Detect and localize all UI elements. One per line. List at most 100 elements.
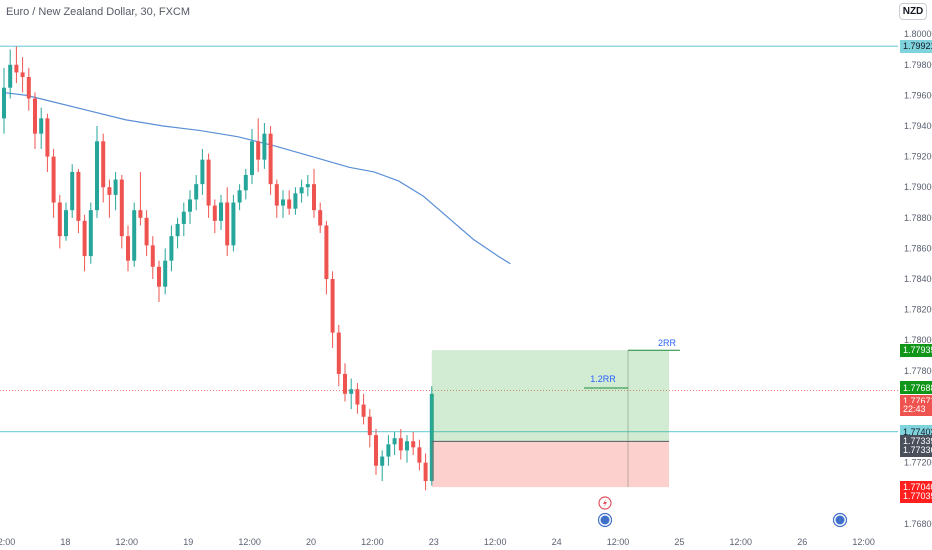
candle-body: [411, 441, 416, 448]
candle-body: [262, 133, 267, 160]
candle-body: [169, 236, 174, 261]
candle-body: [268, 133, 273, 185]
candle-body: [219, 202, 223, 221]
candle-body: [14, 64, 19, 73]
x-tick-label: 12:00: [116, 537, 139, 547]
target2-label: 2RR: [658, 338, 677, 348]
price-badge: 1.77935: [900, 343, 932, 357]
candle-body: [45, 118, 50, 157]
candle-body: [330, 279, 335, 333]
chart-title: Euro / New Zealand Dollar, 30, FXCM: [6, 6, 191, 18]
x-tick-label: 12:00: [361, 537, 384, 547]
candle-body: [380, 456, 385, 466]
x-tick-label: 12:00: [852, 537, 875, 547]
candle-body: [417, 447, 422, 463]
candle-body: [361, 404, 366, 417]
candle-body: [33, 98, 37, 134]
candle-body: [281, 199, 285, 206]
candle-body: [212, 205, 217, 221]
y-tick-label: 1.79400: [904, 121, 932, 131]
currency-button[interactable]: NZD: [899, 3, 927, 20]
candle-body: [274, 184, 279, 206]
candle-body: [423, 462, 428, 482]
candle-body: [119, 179, 124, 237]
candle-body: [76, 171, 81, 221]
candle-body: [429, 393, 434, 482]
price-badge: 1.77336: [900, 443, 932, 457]
flag-icon-fill: [835, 515, 845, 525]
candle-body: [243, 174, 248, 191]
candle-body: [107, 187, 112, 195]
candle-body: [287, 199, 292, 209]
position-profit-zone: [431, 350, 669, 442]
candle-body: [293, 193, 298, 209]
candle-body: [64, 210, 68, 237]
candle-body: [231, 202, 236, 246]
candle-body: [57, 202, 62, 237]
y-tick-label: 1.78200: [904, 305, 932, 315]
moving-average-line: [1, 91, 511, 265]
candle-body: [256, 141, 261, 160]
candle-body: [299, 187, 304, 194]
candle-body: [2, 87, 6, 119]
x-tick-label: 25: [674, 537, 684, 547]
candle-body: [138, 210, 143, 218]
y-tick-label: 1.78400: [904, 274, 932, 284]
candle-body: [355, 389, 360, 405]
x-tick-label: 18: [60, 537, 70, 547]
candle-body: [188, 199, 192, 212]
candle-body: [8, 64, 13, 88]
candle-body: [88, 210, 93, 257]
price-badge: 1.77039: [900, 489, 932, 503]
candles: [2, 46, 434, 491]
candle-body: [237, 190, 242, 203]
candle-body: [51, 156, 56, 203]
candle-body: [200, 159, 205, 185]
x-tick-label: 26: [797, 537, 807, 547]
candle-body: [312, 184, 316, 211]
y-tick-label: 1.78000: [904, 335, 932, 345]
candle-body: [336, 332, 341, 374]
y-tick-label: 1.79800: [904, 60, 932, 70]
candle-body: [163, 260, 168, 287]
y-tick-label: 1.76800: [904, 519, 932, 529]
candle-body: [250, 141, 254, 175]
x-tick-label: 12:00: [238, 537, 261, 547]
y-tick-label: 1.77800: [904, 366, 932, 376]
lightning-bolt: [603, 499, 607, 507]
price-badge: 1.77403: [900, 425, 932, 439]
candle-body: [305, 184, 310, 188]
candle-body: [82, 220, 87, 257]
candle-body: [26, 77, 31, 99]
position-tool: 1.2RR 2RR: [431, 338, 680, 488]
candle-body: [225, 202, 230, 246]
candle-body: [95, 141, 99, 211]
candle-body: [386, 444, 391, 457]
x-tick-label: 12:00: [607, 537, 630, 547]
candle-body: [318, 210, 323, 226]
price-badge: 1.77688: [900, 381, 932, 395]
y-tick-label: 1.79000: [904, 182, 932, 192]
y-tick-label: 1.78600: [904, 243, 932, 253]
x-tick-label: 20: [306, 537, 316, 547]
x-tick-label: 23: [429, 537, 439, 547]
candle-body: [144, 217, 149, 246]
candle-body: [175, 223, 180, 237]
candle-body: [398, 438, 403, 451]
candle-body: [157, 266, 161, 287]
y-tick-label: 1.78800: [904, 213, 932, 223]
candle-body: [113, 179, 118, 195]
price-badge: 22:43: [900, 402, 932, 416]
candle-body: [150, 245, 155, 267]
candle-body: [20, 72, 25, 78]
y-tick-label: 1.79600: [904, 90, 932, 100]
y-tick-label: 1.77200: [904, 458, 932, 468]
candle-body: [343, 373, 347, 394]
target1-label: 1.2RR: [590, 374, 616, 384]
candle-body: [324, 225, 329, 280]
candle-body: [349, 389, 354, 394]
flag-icon-fill: [600, 515, 610, 525]
